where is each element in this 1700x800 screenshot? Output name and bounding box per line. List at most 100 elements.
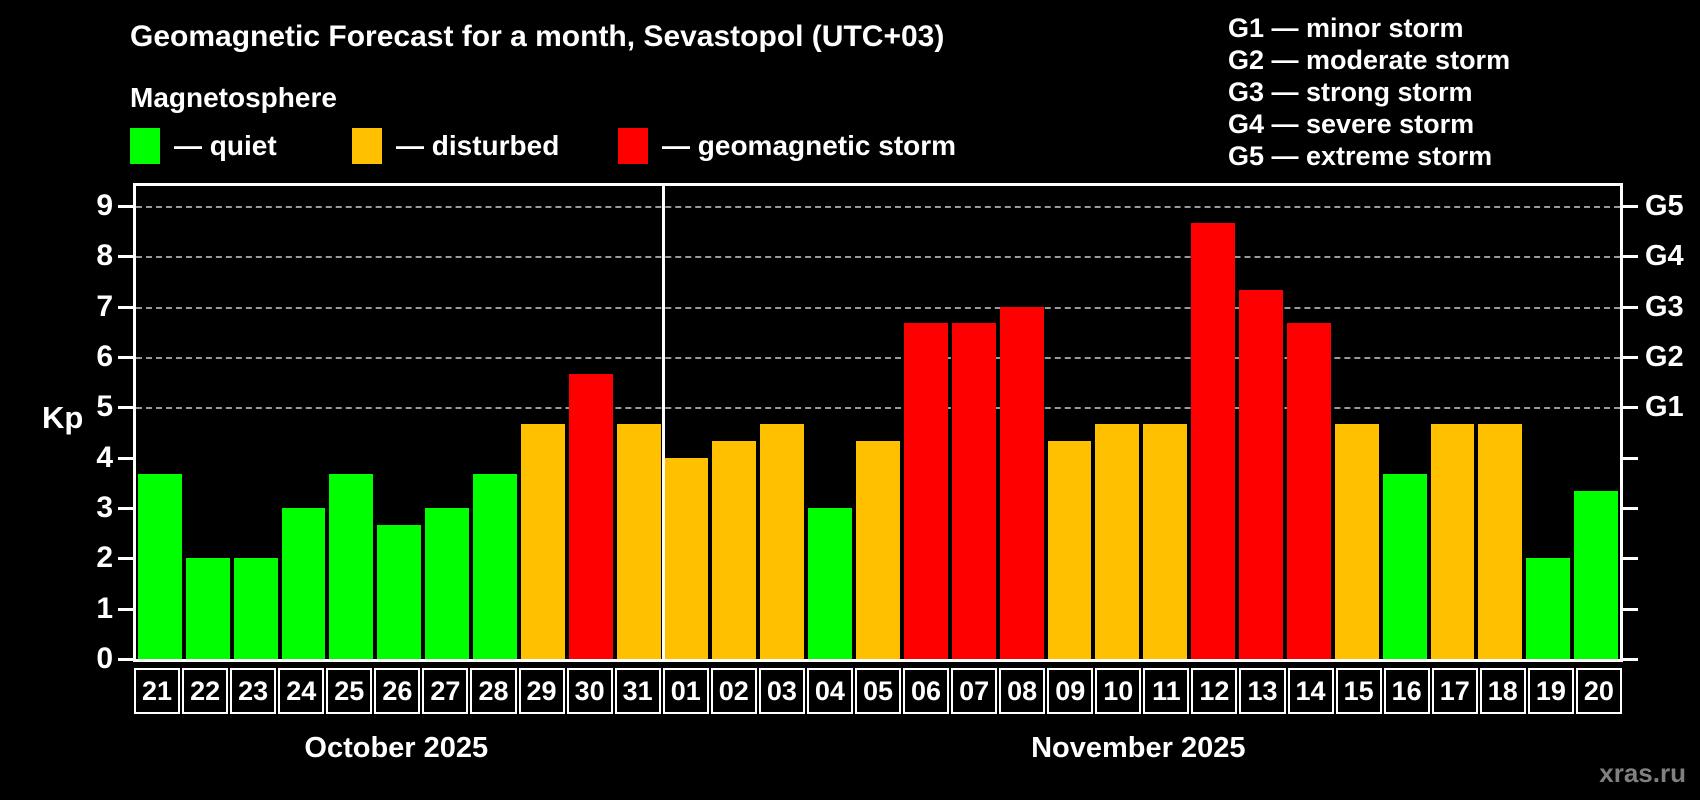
day-label-02: 02 <box>710 668 757 714</box>
day-label-05: 05 <box>854 668 901 714</box>
left-axis-tick-6 <box>118 356 133 360</box>
bar-day-01-disturbed <box>664 457 709 659</box>
g4-legend-label: G4 — severe storm <box>1228 109 1475 139</box>
right-axis-tick-8 <box>1623 255 1638 259</box>
legend-item-disturbed: — disturbed <box>352 126 559 166</box>
month-separator-line <box>661 183 665 662</box>
bar-day-25-quiet <box>329 474 374 659</box>
day-label-10: 10 <box>1095 668 1142 714</box>
month-label-november: November 2025 <box>1031 732 1246 764</box>
right-axis-tick-1 <box>1623 607 1638 611</box>
bar-day-09-disturbed <box>1047 441 1092 659</box>
bar-day-17-disturbed <box>1430 424 1475 659</box>
kp-tick-label-8: 8 <box>96 239 113 273</box>
magnetosphere-label: Magnetosphere <box>130 82 337 113</box>
day-axis: 21 22 23 24 25 26 27 28 29 30 31 01 02 03 04 05 06 07 08 09… <box>133 668 1623 714</box>
day-label-11: 11 <box>1143 668 1190 714</box>
legend-storm-label: — geomagnetic storm <box>662 130 957 161</box>
bar-day-04-quiet <box>808 508 853 659</box>
left-axis-tick-5 <box>118 406 133 410</box>
left-axis-tick-4 <box>118 456 133 460</box>
kp-tick-label-3: 3 <box>96 491 113 525</box>
bar-day-08-storm <box>999 306 1044 659</box>
day-label-22: 22 <box>182 668 229 714</box>
legend-quiet-label: — quiet <box>174 130 277 161</box>
day-label-03: 03 <box>758 668 805 714</box>
storm-color-swatch <box>618 128 648 164</box>
bar-day-16-quiet <box>1382 474 1427 659</box>
day-label-08: 08 <box>999 668 1046 714</box>
bar-day-13-storm <box>1239 290 1283 659</box>
left-axis-tick-3 <box>118 507 133 511</box>
bar-day-10-disturbed <box>1095 424 1140 659</box>
quiet-color-swatch <box>130 128 160 164</box>
right-axis-tick-2 <box>1623 557 1638 561</box>
watermark-link: xras.ru <box>1599 758 1686 788</box>
bar-day-19-quiet <box>1526 558 1571 659</box>
bar-day-27-quiet <box>425 508 470 659</box>
day-label-27: 27 <box>422 668 469 714</box>
right-axis-tick-0 <box>1623 658 1638 661</box>
bar-day-24-quiet <box>281 508 326 659</box>
disturbed-color-swatch <box>352 128 382 164</box>
kp-tick-label-9: 9 <box>96 189 113 223</box>
kp-tick-label-6: 6 <box>96 340 113 374</box>
legend-item-storm: — geomagnetic storm <box>618 126 956 166</box>
right-axis-tick-5 <box>1623 406 1638 410</box>
g5-legend-label: G5 — extreme storm <box>1228 141 1493 171</box>
gridline-kp8 <box>136 256 1620 259</box>
g1-legend-label: G1 — minor storm <box>1228 13 1464 43</box>
day-label-12: 12 <box>1191 668 1238 714</box>
day-label-14: 14 <box>1287 668 1334 714</box>
day-label-01: 01 <box>662 668 709 714</box>
kp-tick-label-4: 4 <box>96 440 113 474</box>
day-label-31: 31 <box>614 668 661 714</box>
bar-day-31-disturbed <box>616 424 661 659</box>
bar-day-20-quiet <box>1574 491 1618 659</box>
left-axis-tick-9 <box>118 205 133 209</box>
bar-day-26-quiet <box>377 524 422 659</box>
kp-tick-label-2: 2 <box>96 541 113 575</box>
bar-day-05-disturbed <box>856 441 900 659</box>
g-axis-label-g2: G2 <box>1645 341 1684 374</box>
left-axis-tick-7 <box>118 305 133 309</box>
kp-tick-label-7: 7 <box>96 289 113 323</box>
bar-day-11-disturbed <box>1143 424 1188 659</box>
g3-legend-label: G3 — strong storm <box>1228 77 1473 107</box>
chart-title: Geomagnetic Forecast for a month, Sevast… <box>130 20 945 53</box>
day-label-30: 30 <box>566 668 613 714</box>
bar-day-03-disturbed <box>760 424 805 659</box>
bar-day-18-disturbed <box>1478 424 1523 659</box>
gridline-kp6 <box>136 357 1620 360</box>
right-axis-tick-9 <box>1623 205 1638 209</box>
bar-day-23-quiet <box>233 558 278 659</box>
g-axis-label-g5: G5 <box>1645 190 1684 223</box>
kp-axis-label: Kp <box>42 400 84 435</box>
g-axis-label-g4: G4 <box>1645 240 1684 273</box>
gridline-kp7 <box>136 306 1620 309</box>
day-label-07: 07 <box>951 668 998 714</box>
g-axis-label-g3: G3 <box>1645 290 1684 323</box>
bar-day-12-storm <box>1191 222 1236 659</box>
bar-day-29-disturbed <box>520 424 565 659</box>
g-axis-label-g1: G1 <box>1645 391 1684 424</box>
bar-day-15-disturbed <box>1334 424 1379 659</box>
bar-day-21-quiet <box>138 474 182 659</box>
bar-day-22-quiet <box>185 558 230 659</box>
legend-item-quiet: — quiet <box>130 126 277 166</box>
left-axis-tick-1 <box>118 607 133 611</box>
day-label-26: 26 <box>374 668 421 714</box>
bar-day-02-disturbed <box>712 441 757 659</box>
day-label-06: 06 <box>903 668 950 714</box>
bar-day-14-storm <box>1286 323 1331 659</box>
legend-disturbed-label: — disturbed <box>396 130 560 161</box>
day-label-17: 17 <box>1431 668 1478 714</box>
kp-tick-label-0: 0 <box>96 642 113 675</box>
day-label-23: 23 <box>230 668 277 714</box>
day-label-29: 29 <box>518 668 565 714</box>
month-label-october: October 2025 <box>304 732 489 764</box>
day-label-15: 15 <box>1335 668 1382 714</box>
day-label-20: 20 <box>1575 668 1622 714</box>
g-scale-legend: G1 — minor storm G2 — moderate storm G3 … <box>1228 12 1510 172</box>
